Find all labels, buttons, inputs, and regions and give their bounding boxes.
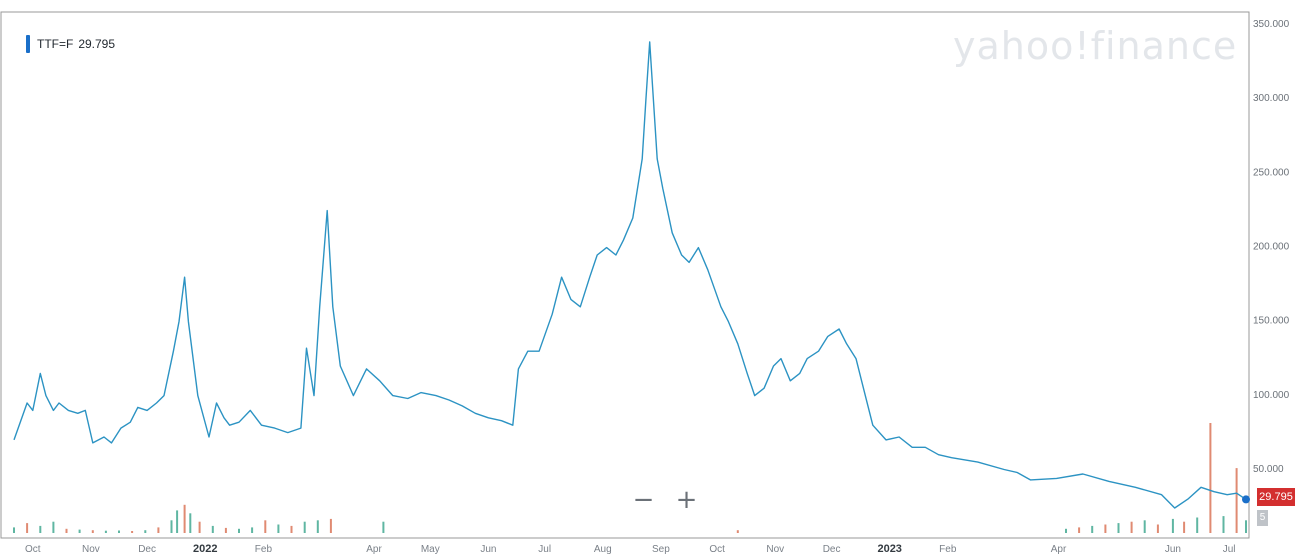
volume-bar (78, 529, 81, 533)
x-tick-label: Dec (823, 544, 841, 555)
volume-bar (176, 510, 179, 533)
volume-bar (13, 527, 15, 533)
volume-bar (170, 520, 173, 533)
volume-bar (198, 521, 201, 533)
x-tick-label: Aug (594, 544, 612, 555)
x-tick-label: Nov (82, 544, 100, 555)
volume-bar (290, 525, 293, 533)
volume-bar (1091, 525, 1094, 533)
plot-border (0, 11, 1250, 539)
volume-bar (1196, 517, 1199, 533)
y-tick-label: 200.000 (1253, 242, 1290, 253)
volume-bar (1143, 520, 1146, 533)
volume-bar (39, 525, 42, 533)
current-price-tag: 29.795 (1257, 488, 1295, 506)
volume-bar (251, 527, 254, 533)
y-tick-label: 250.000 (1253, 167, 1290, 178)
y-tick-label: 100.000 (1253, 390, 1290, 401)
x-tick-label: Apr (1051, 544, 1067, 555)
last-price-marker (1242, 495, 1250, 504)
volume-bar (238, 528, 240, 533)
volume-bar (65, 528, 68, 533)
volume-layer (13, 423, 1247, 533)
volume-bar (1065, 528, 1067, 533)
volume-bar (224, 527, 227, 533)
volume-bar (1156, 524, 1159, 533)
volume-bar (736, 530, 739, 533)
x-axis: Oct Nov Dec 2022 Feb Apr May Jun Jul Aug Sep Oct Nov… (25, 543, 1235, 555)
y-axis: 350.000 300.000 250.000 200.000 150.000 100.0… (1253, 19, 1290, 475)
x-tick-label: Apr (366, 544, 382, 555)
volume-bar (189, 513, 192, 533)
price-line-layer (13, 41, 1250, 509)
volume-bar (144, 530, 147, 533)
volume-bar (264, 520, 267, 533)
volume-bar (1117, 523, 1120, 533)
zoom-out-button[interactable]: − (632, 485, 655, 515)
volume-bar (183, 504, 186, 533)
ticker-symbol: TTF=F (37, 37, 74, 51)
ticker-legend: TTF=F 29.795 (26, 35, 115, 53)
y-tick-label: 350.000 (1253, 19, 1290, 30)
volume-bar (211, 525, 214, 533)
volume-bar (1130, 521, 1133, 533)
x-tick-label: 2023 (877, 543, 901, 555)
volume-bar (91, 530, 94, 533)
x-tick-label: Feb (939, 544, 957, 555)
x-tick-label: 2022 (193, 543, 217, 555)
volume-bar (1078, 527, 1081, 533)
y-tick-label: 300.000 (1253, 93, 1290, 104)
x-tick-label: Dec (138, 544, 156, 555)
volume-bar (118, 530, 120, 533)
x-tick-label: Sep (652, 544, 670, 555)
volume-bar (277, 524, 280, 533)
zoom-in-button[interactable]: + (675, 485, 698, 515)
volume-bar (1171, 518, 1174, 533)
ticker-value: 29.795 (78, 37, 116, 51)
y-tick-label: 150.000 (1253, 316, 1290, 327)
zoom-controls: − + (622, 484, 708, 516)
x-tick-label: Nov (766, 544, 784, 555)
x-tick-label: Jul (538, 544, 551, 555)
x-tick-label: Jun (1165, 544, 1181, 555)
current-volume-tag: 5 (1257, 510, 1268, 526)
x-tick-label: Oct (25, 544, 41, 555)
y-tick-label: 50.000 (1253, 464, 1284, 475)
volume-bar (1235, 468, 1238, 533)
volume-bar (52, 521, 55, 533)
x-tick-label: Jul (1223, 544, 1236, 555)
ticker-color-marker (26, 35, 30, 53)
x-tick-label: Jun (480, 544, 496, 555)
volume-bar (1209, 423, 1212, 533)
volume-bar (1222, 516, 1225, 533)
yahoo-finance-watermark: yahoo!finance (953, 24, 1238, 68)
price-line (13, 41, 1247, 509)
volume-bar (1245, 520, 1247, 533)
volume-bar (1104, 524, 1107, 533)
volume-bar (329, 518, 332, 533)
volume-bar (104, 530, 107, 533)
volume-bar (316, 520, 319, 533)
volume-bar (1183, 521, 1186, 533)
volume-bar (131, 531, 134, 533)
volume-bar (157, 527, 160, 533)
x-tick-label: May (421, 544, 440, 555)
volume-bar (303, 521, 306, 533)
volume-bar (382, 521, 385, 533)
x-tick-label: Feb (255, 544, 273, 555)
x-tick-label: Oct (709, 544, 725, 555)
volume-bar (26, 523, 29, 533)
